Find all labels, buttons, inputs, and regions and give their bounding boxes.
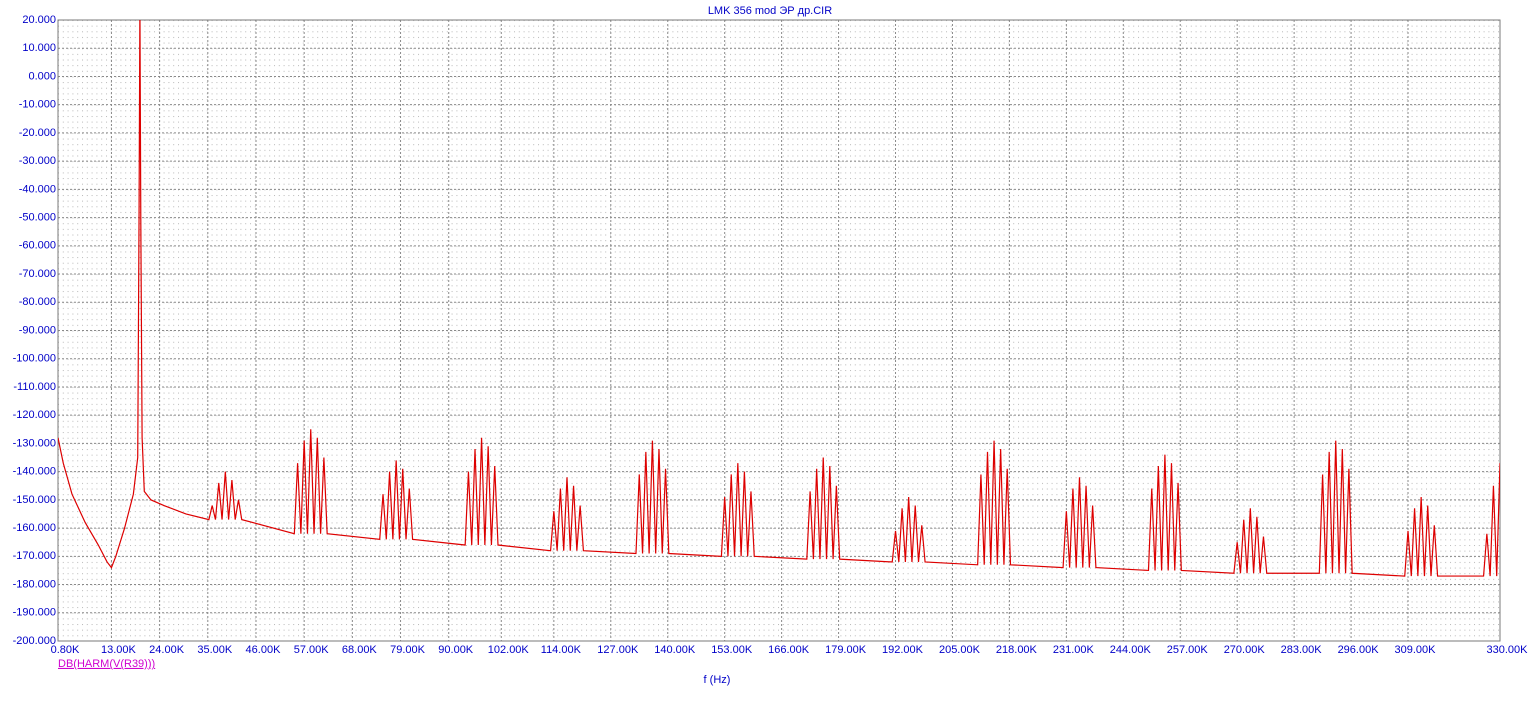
y-tick-label: -130.000	[13, 437, 56, 449]
y-tick-label: -20.000	[19, 127, 56, 139]
x-tick-label: 13.00K	[101, 644, 137, 656]
y-tick-label: -60.000	[19, 240, 56, 252]
y-tick-label: -10.000	[19, 99, 56, 111]
x-tick-label: 330.00K	[1487, 644, 1529, 656]
y-tick-label: -40.000	[19, 183, 56, 195]
y-tick-label: -80.000	[19, 296, 56, 308]
y-tick-label: -160.000	[13, 522, 56, 534]
plot-frame	[57, 19, 1501, 642]
y-tick-label: -140.000	[13, 466, 56, 478]
x-tick-label: 309.00K	[1395, 644, 1437, 656]
x-tick-label: 296.00K	[1338, 644, 1380, 656]
x-tick-label: 46.00K	[246, 644, 282, 656]
y-tick-label: -50.000	[19, 211, 56, 223]
y-tick-label: -30.000	[19, 155, 56, 167]
y-tick-label: -150.000	[13, 494, 56, 506]
x-tick-label: 140.00K	[654, 644, 696, 656]
y-tick-label: -200.000	[13, 635, 56, 647]
x-tick-label: 231.00K	[1053, 644, 1095, 656]
chart-title: LMK 356 mod ЭР др.CIR	[708, 5, 832, 17]
x-tick-label: 153.00K	[711, 644, 753, 656]
x-tick-label: 90.00K	[438, 644, 474, 656]
x-tick-label: 127.00K	[597, 644, 639, 656]
x-tick-label: 205.00K	[939, 644, 981, 656]
y-tick-label: -190.000	[13, 607, 56, 619]
x-axis-label: f (Hz)	[704, 674, 731, 686]
x-tick-label: 35.00K	[197, 644, 233, 656]
x-tick-label: 102.00K	[488, 644, 530, 656]
x-tick-label: 114.00K	[541, 644, 582, 656]
y-tick-label: 0.000	[28, 70, 56, 82]
x-tick-label: 270.00K	[1224, 644, 1266, 656]
trace-line	[58, 20, 1500, 577]
y-tick-label: -120.000	[13, 409, 56, 421]
y-tick-label: -70.000	[19, 268, 56, 280]
y-tick-label: 10.000	[22, 42, 56, 54]
x-tick-label: 218.00K	[996, 644, 1038, 656]
x-tick-label: 283.00K	[1281, 644, 1323, 656]
x-tick-label: 192.00K	[882, 644, 924, 656]
y-tick-label: -110.000	[13, 381, 56, 393]
x-tick-label: 179.00K	[825, 644, 867, 656]
x-tick-label: 257.00K	[1167, 644, 1209, 656]
x-tick-label: 244.00K	[1110, 644, 1152, 656]
y-tick-label: 20.000	[22, 14, 56, 26]
y-tick-label: -100.000	[13, 353, 56, 365]
y-tick-label: -170.000	[13, 550, 56, 562]
x-tick-label: 68.00K	[342, 644, 378, 656]
x-tick-label: 24.00K	[149, 644, 185, 656]
x-tick-label: 79.00K	[390, 644, 426, 656]
legend-entry[interactable]: DB(HARM(V(R39)))	[58, 658, 155, 670]
x-tick-label: 0.80K	[51, 644, 80, 656]
y-tick-label: -180.000	[13, 578, 56, 590]
x-tick-label: 57.00K	[294, 644, 330, 656]
y-tick-label: -90.000	[19, 324, 56, 336]
x-tick-label: 166.00K	[768, 644, 810, 656]
